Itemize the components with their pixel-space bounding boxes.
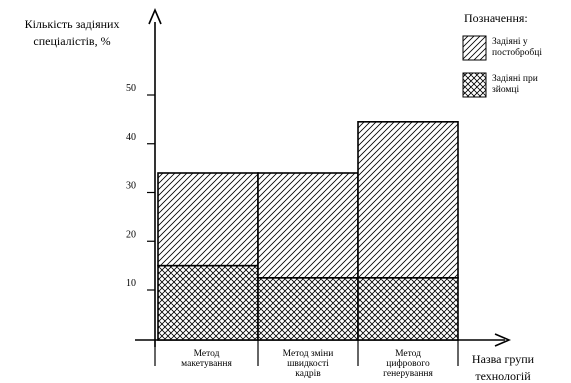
y-axis-title: Кількість задіяних	[25, 17, 120, 31]
x-axis-arrow	[494, 333, 512, 347]
legend-title: Позначення:	[464, 11, 528, 25]
category-label: кадрів	[295, 369, 321, 379]
legend-label: зйомці	[492, 84, 520, 95]
y-tick-label: 20	[126, 229, 136, 240]
y-tick-label: 30	[126, 181, 136, 192]
legend-label: Задіяні у	[492, 37, 528, 47]
category-label: генерування	[383, 369, 433, 379]
x-axis-title: технологій	[475, 369, 531, 383]
category-label: Метод зміни	[283, 349, 334, 359]
y-tick-label: 40	[126, 132, 136, 143]
legend-label: постобробці	[492, 47, 542, 58]
legend-swatch	[462, 35, 487, 61]
bar-postproduction-segment	[157, 172, 259, 267]
category-label: цифрового	[386, 358, 430, 369]
bar-shooting-segment	[357, 277, 459, 341]
legend-label: Задіяні при	[492, 74, 538, 84]
bar-postproduction-segment	[257, 172, 359, 279]
y-axis-title: спеціалістів, %	[33, 34, 110, 48]
bar-shooting-segment	[157, 264, 259, 341]
bars	[157, 121, 459, 341]
legend-swatch	[462, 72, 487, 98]
y-tick-label: 50	[126, 83, 136, 94]
bar-shooting-segment	[257, 277, 359, 341]
y-tick-label: 10	[126, 278, 136, 289]
bar-postproduction-segment	[357, 121, 459, 279]
category-label: Метод	[395, 349, 421, 359]
category-label: макетування	[181, 359, 232, 369]
category-label: швидкості	[287, 359, 329, 369]
y-axis-arrow	[148, 7, 162, 25]
x-axis-title: Назва групи	[472, 352, 535, 366]
category-label: Метод	[194, 349, 220, 359]
